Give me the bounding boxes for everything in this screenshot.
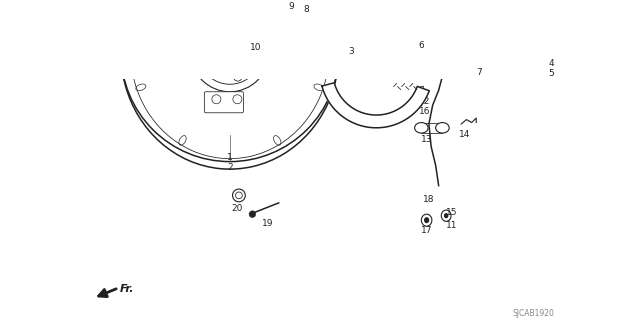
Text: 19: 19 (262, 219, 273, 228)
Text: 12: 12 (419, 97, 431, 106)
Text: 13: 13 (421, 135, 433, 144)
Text: 2: 2 (227, 163, 233, 172)
Text: 3: 3 (349, 47, 355, 56)
Ellipse shape (436, 123, 449, 133)
Text: 17: 17 (421, 226, 433, 235)
Text: 11: 11 (445, 221, 457, 230)
Text: 10: 10 (250, 43, 261, 52)
Text: 20: 20 (232, 204, 243, 213)
Wedge shape (165, 0, 316, 53)
FancyBboxPatch shape (204, 92, 243, 113)
Text: 15: 15 (446, 208, 458, 217)
FancyBboxPatch shape (415, 47, 426, 59)
Ellipse shape (444, 213, 449, 218)
Ellipse shape (415, 123, 428, 133)
Polygon shape (322, 83, 429, 128)
Text: 6: 6 (419, 41, 424, 50)
Text: 18: 18 (423, 195, 435, 204)
Ellipse shape (424, 217, 429, 223)
Circle shape (249, 211, 256, 218)
Text: 1: 1 (227, 153, 233, 162)
Text: 7: 7 (419, 86, 424, 95)
Text: 14: 14 (458, 130, 470, 139)
Polygon shape (438, 21, 552, 66)
Text: 7: 7 (476, 68, 482, 77)
Text: 16: 16 (419, 107, 431, 116)
Text: Fr.: Fr. (120, 284, 135, 294)
Text: 8: 8 (303, 5, 309, 14)
Text: 5: 5 (548, 69, 554, 78)
Text: 9: 9 (289, 3, 294, 12)
Text: 4: 4 (548, 60, 554, 68)
Text: SJCAB1920: SJCAB1920 (513, 309, 554, 318)
